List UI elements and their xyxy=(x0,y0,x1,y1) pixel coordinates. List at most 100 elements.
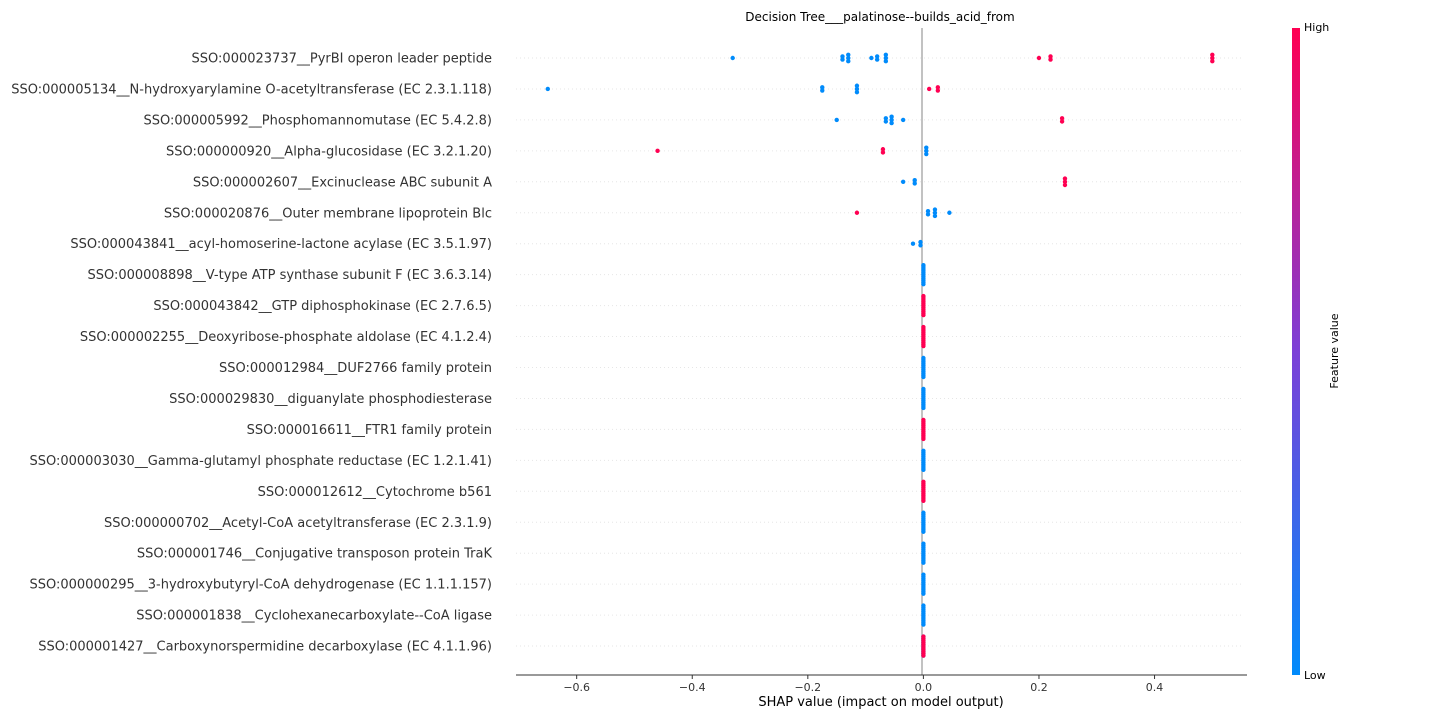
row-grid-lines xyxy=(516,57,1241,647)
colorbar-title: Feature value xyxy=(1328,313,1341,388)
shap-point xyxy=(935,85,941,90)
feature-label: SSO:000002255__Deoxyribose-phosphate ald… xyxy=(80,330,492,345)
feature-label: SSO:000000295__3-hydroxybutyryl-CoA dehy… xyxy=(29,578,492,593)
shap-point xyxy=(820,88,825,93)
shap-point xyxy=(840,57,845,62)
shap-point xyxy=(854,86,860,92)
feature-label: SSO:000023737__PyrBI operon leader pepti… xyxy=(192,52,492,67)
feature-label: SSO:000002607__Excinuclease ABC subunit … xyxy=(193,175,492,190)
feature-label: SSO:000001838__Cyclohexanecarboxylate--C… xyxy=(136,609,492,624)
shap-point xyxy=(1062,182,1068,188)
feature-label: SSO:000012984__DUF2766 family protein xyxy=(219,361,492,376)
shap-point xyxy=(924,148,929,154)
shap-point xyxy=(1048,57,1053,62)
feature-label: SSO:000001746__Conjugative transposon pr… xyxy=(137,547,493,562)
shap-points xyxy=(545,52,1215,658)
x-tick-label: 0.0 xyxy=(915,681,933,694)
shap-point xyxy=(1062,179,1068,184)
shap-point xyxy=(883,59,889,64)
shap-point xyxy=(921,498,926,503)
x-axis-title: SHAP value (impact on model output) xyxy=(758,695,1003,710)
shap-point xyxy=(1210,59,1215,64)
feature-label: SSO:000029830__diguanylate phosphodieste… xyxy=(169,392,492,407)
shap-point xyxy=(1059,119,1065,124)
shap-point xyxy=(924,145,929,150)
feature-label: SSO:000012612__Cytochrome b561 xyxy=(258,485,492,500)
feature-label: SSO:000043841__acyl-homoserine-lactone a… xyxy=(70,237,492,252)
shap-point xyxy=(912,181,917,186)
shap-point xyxy=(1059,116,1065,121)
shap-point xyxy=(820,85,825,90)
shap-point xyxy=(932,213,938,219)
shap-point xyxy=(1062,176,1068,181)
shap-point xyxy=(918,243,923,248)
shap-point xyxy=(846,52,851,57)
shap-point xyxy=(854,210,860,215)
shap-point xyxy=(900,117,906,123)
chart-title: Decision Tree___palatinose--builds_acid_… xyxy=(745,10,1014,24)
shap-point xyxy=(921,405,926,411)
shap-point xyxy=(925,208,931,214)
shap-point xyxy=(874,54,880,59)
feature-label: SSO:000005134__N-hydroxyarylamine O-acet… xyxy=(11,82,492,97)
shap-point xyxy=(1048,54,1053,59)
shap-point xyxy=(900,179,906,184)
feature-label: SSO:000016611__FTR1 family protein xyxy=(247,423,492,438)
x-tick-label: 0.4 xyxy=(1146,681,1164,694)
shap-point xyxy=(854,83,860,88)
colorbar-high-label: High xyxy=(1304,21,1329,34)
shap-point xyxy=(921,560,926,565)
feature-label: SSO:000020876__Outer membrane lipoprotei… xyxy=(164,206,492,221)
feature-label: SSO:000000702__Acetyl-CoA acetyltransfer… xyxy=(104,516,492,531)
shap-point xyxy=(846,55,851,61)
shap-point xyxy=(921,529,926,534)
colorbar-low-label: Low xyxy=(1304,669,1326,682)
shap-point xyxy=(918,239,923,245)
feature-label: SSO:000005992__Phosphomannomutase (EC 5.… xyxy=(143,113,492,128)
shap-point xyxy=(921,653,926,658)
shap-point xyxy=(854,89,860,95)
shap-point xyxy=(880,150,886,155)
shap-point xyxy=(880,147,886,152)
x-tick-label: −0.4 xyxy=(679,681,706,694)
x-tick-label: −0.6 xyxy=(563,681,590,694)
shap-point xyxy=(1036,55,1042,61)
shap-point xyxy=(883,116,889,121)
x-tick-label: 0.2 xyxy=(1030,681,1048,694)
feature-label: SSO:000008898__V-type ATP synthase subun… xyxy=(87,268,492,283)
feature-label: SSO:000001427__Carboxynorspermidine deca… xyxy=(38,640,492,655)
x-tick-label: −0.2 xyxy=(794,681,821,694)
colorbar: High Low Feature value xyxy=(1292,21,1341,682)
shap-point xyxy=(921,343,926,349)
shap-point xyxy=(921,622,926,627)
shap-point xyxy=(910,241,916,246)
shap-point xyxy=(921,436,926,442)
shap-point xyxy=(921,281,926,287)
colorbar-gradient xyxy=(1292,28,1300,675)
shap-point xyxy=(846,59,851,64)
shap-point xyxy=(932,207,938,212)
shap-point xyxy=(924,151,929,157)
shap-point xyxy=(874,57,880,62)
shap-point xyxy=(912,178,917,183)
shap-point xyxy=(883,55,889,61)
shap-point xyxy=(840,54,845,59)
shap-point xyxy=(883,52,889,57)
feature-labels: SSO:000023737__PyrBI operon leader pepti… xyxy=(11,52,492,655)
shap-point xyxy=(869,55,874,61)
shap-point xyxy=(926,86,932,92)
shap-point xyxy=(921,467,926,473)
shap-point xyxy=(655,148,660,154)
x-axis-ticks: −0.6 −0.4 −0.2 0.0 0.2 0.4 xyxy=(563,675,1163,694)
shap-point xyxy=(889,114,894,119)
shap-point xyxy=(883,119,889,124)
shap-point xyxy=(545,86,550,92)
feature-label: SSO:000043842__GTP diphosphokinase (EC 2… xyxy=(153,299,492,314)
shap-point xyxy=(925,212,931,217)
shap-point xyxy=(730,55,735,61)
shap-point xyxy=(947,210,952,215)
feature-label: SSO:000003030__Gamma-glutamyl phosphate … xyxy=(29,454,492,469)
shap-point xyxy=(921,591,926,596)
shap-point xyxy=(1210,55,1215,61)
